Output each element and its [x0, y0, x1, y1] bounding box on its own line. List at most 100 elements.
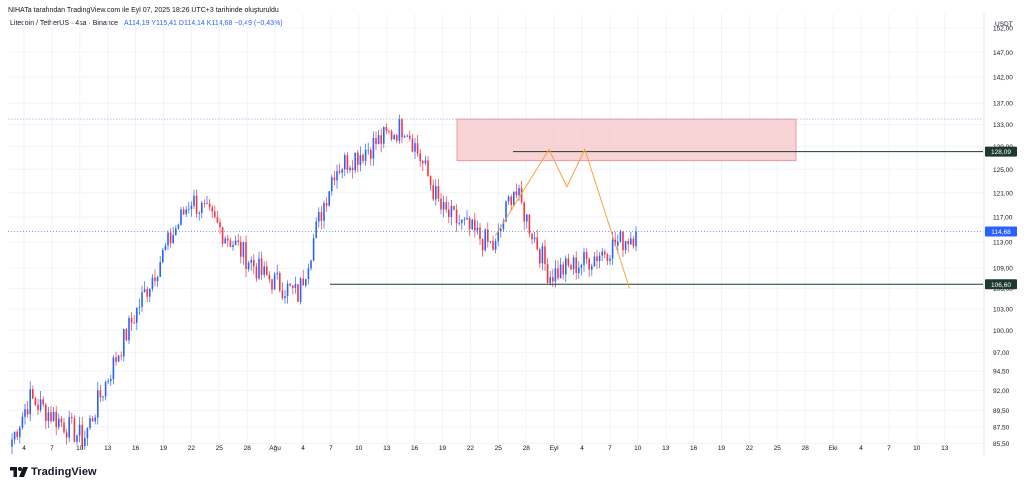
candle-body — [533, 237, 536, 240]
candle-body — [559, 264, 562, 279]
price-tick-label: 85,50 — [993, 441, 1010, 448]
candle-body — [450, 205, 453, 217]
candle-body — [370, 149, 372, 159]
candle-body — [305, 279, 307, 286]
candle-body — [427, 160, 429, 177]
price-tick-label: 89,50 — [993, 408, 1010, 415]
candle-body — [182, 209, 185, 215]
candle-body — [175, 228, 177, 236]
candle-body — [531, 233, 533, 240]
time-tick-label: 28 — [244, 445, 252, 452]
time-tick-label: 25 — [495, 445, 503, 452]
candle-body — [55, 411, 57, 427]
candle-body — [320, 212, 323, 221]
candle-body — [240, 242, 242, 257]
candle-body — [237, 240, 239, 243]
time-tick-label: 4 — [22, 445, 26, 452]
candle-body — [575, 257, 577, 273]
time-tick-label: 25 — [216, 445, 224, 452]
candle-body — [435, 186, 437, 200]
time-tick-label: Eki — [829, 445, 838, 452]
candle-body — [632, 238, 635, 247]
time-tick-label: Ağu — [269, 445, 281, 452]
candle-body — [125, 328, 128, 341]
tradingview-logo-icon — [10, 467, 28, 477]
time-tick-label: 13 — [383, 445, 391, 452]
candle-body — [47, 412, 50, 422]
candle-body — [19, 427, 21, 437]
time-tick-label: 13 — [662, 445, 670, 452]
candle-body — [227, 238, 229, 241]
time-tick-label: 10 — [913, 445, 921, 452]
candle-body — [263, 266, 265, 275]
candle-body — [598, 255, 601, 261]
candle-body — [354, 152, 356, 171]
candle-body — [97, 390, 99, 418]
candle-body — [224, 238, 226, 244]
candle-body — [206, 203, 208, 205]
candle-body — [21, 416, 24, 428]
price-tick-label: 125,00 — [993, 167, 1013, 174]
candle-body — [409, 135, 411, 139]
candle-body — [258, 258, 260, 279]
candle-body — [591, 266, 593, 270]
candle-body — [143, 289, 146, 293]
candle-body — [593, 256, 596, 267]
candle-body — [130, 318, 133, 323]
candle-body — [398, 118, 401, 141]
candle-body — [221, 227, 224, 244]
candle-body — [91, 418, 94, 422]
candle-body — [84, 438, 86, 447]
candle-body — [585, 251, 588, 259]
candle-body — [52, 411, 55, 421]
price-tick-label: 97,00 — [993, 350, 1010, 357]
candle-body — [331, 177, 333, 192]
candle-body — [24, 409, 26, 417]
candle-body — [115, 357, 117, 362]
last-price-tag-bg — [985, 226, 1017, 237]
candle-body — [11, 439, 13, 447]
candle-body — [385, 127, 388, 131]
candle-body — [484, 229, 486, 251]
candle-body — [505, 201, 507, 222]
candle-body — [565, 258, 567, 275]
candle-body — [606, 254, 609, 261]
candle-body — [367, 149, 369, 151]
candle-body — [401, 118, 403, 138]
candle-body — [208, 203, 211, 208]
price-tick-label: 152,00 — [993, 26, 1013, 33]
candle-body — [471, 219, 473, 230]
price-tick-label: 113,00 — [993, 240, 1013, 247]
candle-body — [255, 266, 258, 279]
price-tick-label: 103,00 — [993, 307, 1013, 314]
candle-body — [437, 186, 440, 199]
time-tick-label: 7 — [887, 445, 891, 452]
candle-body — [325, 203, 328, 206]
candle-body — [546, 264, 549, 284]
time-tick-label: 28 — [802, 445, 810, 452]
candle-body — [86, 427, 89, 439]
candle-body — [476, 227, 479, 231]
candle-body — [117, 355, 120, 362]
candle-body — [195, 195, 198, 214]
candle-body — [393, 135, 395, 140]
time-tick-label: 4 — [580, 445, 584, 452]
candle-body — [13, 431, 16, 440]
candle-body — [123, 328, 125, 357]
time-axis: 4 7 10 13 16 19 22 25 28 Ağu 4 7 10 13 16 19 22 25 28 Eyl 4 7… — [22, 445, 949, 452]
price-tick-label: 100,00 — [993, 328, 1013, 335]
ohlc-values: A114,19 Y115,41 D114,14 K114,68 −0,49 (−… — [124, 20, 283, 27]
candle-body — [16, 431, 18, 437]
candle-body — [214, 211, 216, 217]
candle-body — [141, 292, 143, 307]
currency-label: USDT — [995, 21, 1013, 28]
candle-body — [292, 285, 294, 288]
candle-body — [489, 241, 492, 243]
candle-body — [458, 223, 460, 224]
candle-body — [461, 219, 463, 224]
candle-body — [198, 212, 200, 214]
candle-body — [37, 404, 39, 410]
candle-body — [216, 216, 219, 223]
candle-body — [338, 171, 341, 173]
